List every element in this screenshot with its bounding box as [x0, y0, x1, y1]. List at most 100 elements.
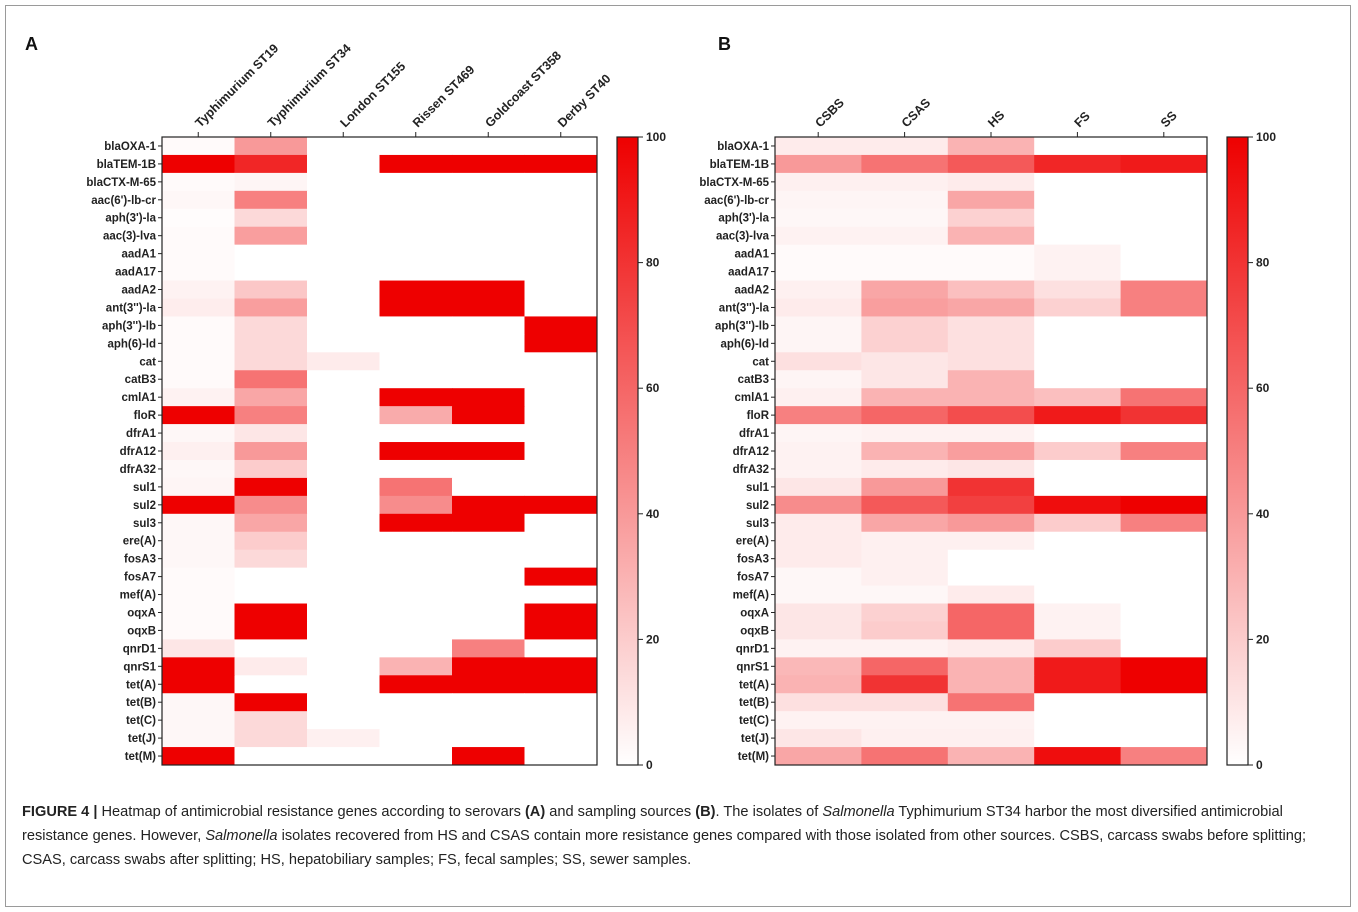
heatmap-cell: [234, 298, 308, 317]
heatmap-cell: [861, 657, 949, 676]
heatmap-cell: [307, 657, 380, 676]
heatmap-cell: [861, 549, 949, 569]
heatmap-cell: [1034, 352, 1121, 371]
caption-text: . The isolates of: [715, 804, 823, 820]
heatmap-cell: [162, 352, 235, 371]
heatmap-cell: [379, 154, 453, 174]
heatmap-cell: [452, 747, 525, 766]
heatmap-cell: [861, 621, 949, 640]
heatmap-cell: [307, 334, 380, 353]
column-label: SS: [1158, 108, 1180, 130]
row-label: tet(C): [739, 715, 769, 727]
heatmap-cell: [861, 137, 949, 156]
heatmap-cell: [775, 621, 862, 640]
heatmap-cell: [307, 603, 380, 622]
heatmap-cell: [861, 675, 949, 694]
heatmap-cell: [1034, 549, 1121, 569]
heatmap-cell: [861, 316, 949, 335]
heatmap-cell: [947, 531, 1035, 551]
row-label: aph(3'')-lb: [102, 320, 156, 332]
heatmap-cell: [234, 711, 308, 730]
heatmap-cell: [524, 424, 598, 443]
row-label: aph(3'')-lb: [715, 320, 769, 332]
colorbar-tick-label: 100: [1256, 130, 1276, 144]
row-label: blaCTX-M-65: [699, 177, 769, 189]
heatmap-cell: [861, 370, 949, 389]
heatmap-cell: [452, 477, 525, 497]
heatmap-cell: [775, 406, 862, 425]
heatmap-cell: [1034, 334, 1121, 353]
heatmap-cell: [234, 477, 308, 497]
heatmap-cell: [524, 603, 598, 622]
heatmap-cell: [307, 459, 380, 479]
heatmap-cell: [452, 298, 525, 317]
heatmap-cell: [1120, 208, 1208, 228]
heatmap-cell: [861, 190, 949, 210]
heatmap-cell: [1034, 603, 1121, 622]
heatmap-cell: [307, 280, 380, 299]
heatmap-cell: [452, 513, 525, 533]
heatmap-cell: [379, 137, 453, 156]
heatmap-cell: [307, 316, 380, 335]
heatmap-cell: [307, 711, 380, 730]
heatmap-cell: [307, 190, 380, 210]
heatmap-cell: [861, 495, 949, 515]
heatmap-cell: [1034, 711, 1121, 730]
heatmap-cell: [452, 495, 525, 515]
heatmap-cell: [1034, 477, 1121, 497]
row-label: tet(C): [126, 715, 156, 727]
row-label: aph(6)-ld: [720, 338, 769, 350]
heatmap-cell: [947, 298, 1035, 317]
column-label: Rissen ST469: [410, 63, 477, 130]
row-label: qnrD1: [123, 643, 157, 655]
row-label: tet(B): [739, 697, 769, 709]
heatmap-cell: [947, 424, 1035, 443]
heatmap-cell: [452, 154, 525, 174]
heatmap-cell: [307, 639, 380, 658]
column-label: FS: [1072, 109, 1093, 130]
heatmap-cell: [775, 172, 862, 192]
heatmap-cell: [775, 585, 862, 604]
heatmap-cell: [775, 711, 862, 730]
heatmap-cell: [947, 459, 1035, 479]
heatmap-cell: [775, 208, 862, 228]
colorbar: [616, 136, 639, 766]
heatmap-cell: [379, 711, 453, 730]
colorbar-tick-label: 20: [646, 632, 660, 646]
heatmap-cell: [162, 406, 235, 425]
heatmap-cell: [452, 531, 525, 551]
row-label: floR: [134, 410, 157, 422]
row-label: aac(3)-lva: [716, 231, 770, 243]
heatmap-cell: [1120, 280, 1208, 299]
heatmap-cell: [524, 154, 598, 174]
row-label: tet(J): [741, 733, 769, 745]
heatmap-cell: [775, 137, 862, 156]
row-label: qnrS1: [123, 661, 156, 673]
heatmap-cell: [234, 513, 308, 533]
heatmap-cell: [234, 459, 308, 479]
heatmap-cell: [234, 316, 308, 335]
heatmap-cell: [452, 442, 525, 461]
row-label: oqxB: [740, 625, 769, 637]
heatmap-cell: [861, 711, 949, 730]
heatmap-cell: [452, 657, 525, 676]
heatmap-cell: [1120, 154, 1208, 174]
heatmap-cell: [162, 621, 235, 640]
heatmap-cell: [234, 280, 308, 299]
heatmap-cell: [307, 693, 380, 712]
heatmap-cell: [524, 352, 598, 371]
heatmap-cell: [379, 513, 453, 533]
heatmap-cell: [1120, 531, 1208, 551]
heatmap-cell: [162, 226, 235, 246]
heatmap-cell: [162, 477, 235, 497]
heatmap-cell: [1120, 406, 1208, 425]
heatmap-cell: [162, 442, 235, 461]
column-label: London ST155: [337, 59, 408, 130]
heatmap-cell: [524, 388, 598, 407]
row-label: fosA7: [737, 572, 769, 584]
heatmap-cell: [1034, 657, 1121, 676]
heatmap-cell: [1120, 513, 1208, 533]
row-label: cmlA1: [734, 392, 769, 404]
heatmap-cell: [1120, 262, 1208, 281]
